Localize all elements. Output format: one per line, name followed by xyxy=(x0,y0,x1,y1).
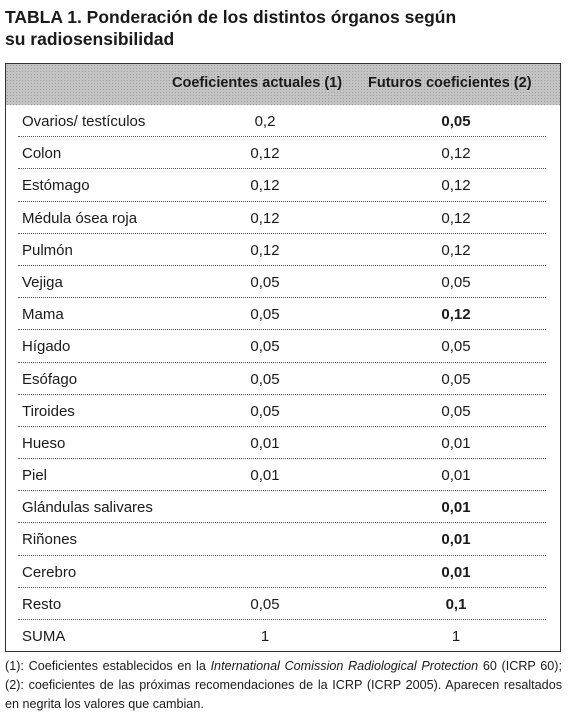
table-row: Hígado 0,05 0,05 xyxy=(6,330,560,363)
organ-cell: Cerebro xyxy=(22,563,77,581)
table-row: Mama 0,05 0,12 xyxy=(6,298,560,331)
footnote: (1): Coeficientes establecidos en la Int… xyxy=(5,657,562,714)
future-coefficient-cell: 0,05 xyxy=(441,273,471,291)
future-coefficient-cell: 0,05 xyxy=(441,402,471,420)
organ-cell: Vejiga xyxy=(22,273,63,291)
footnote-italic: International Comission Radiological Pro… xyxy=(210,659,479,673)
row-divider xyxy=(18,458,546,460)
row-divider xyxy=(18,554,546,556)
future-coefficient-cell: 0,1 xyxy=(445,595,467,613)
column-header-current: Coeficientes actuales (1) xyxy=(172,75,343,91)
organ-cell: Hueso xyxy=(22,434,66,452)
organ-cell: Esófago xyxy=(22,370,78,388)
table-header: Coeficientes actuales (1) Futuros coefic… xyxy=(6,64,560,105)
table-row: Tiroides 0,05 0,05 xyxy=(6,395,560,427)
current-coefficient-cell: 0,12 xyxy=(250,241,280,259)
future-coefficient-cell: 0,01 xyxy=(441,467,471,485)
organ-cell: Piel xyxy=(22,467,48,485)
organ-cell: Colon xyxy=(22,145,62,163)
organ-cell: Médula ósea roja xyxy=(22,209,138,227)
row-divider xyxy=(18,490,546,492)
current-coefficient-cell: 0,12 xyxy=(250,177,280,195)
current-coefficient-cell: 0,01 xyxy=(250,434,280,452)
table-row: Hueso 0,01 0,01 xyxy=(6,427,560,460)
table-row: Ovarios/ testículos 0,2 0,05 xyxy=(6,105,560,138)
current-coefficient-cell: 0,05 xyxy=(250,595,280,613)
table-row: Colon 0,12 0,12 xyxy=(6,137,560,170)
current-coefficient-cell: 0,05 xyxy=(250,402,280,420)
table-row: SUMA 1 1 xyxy=(6,620,560,652)
row-divider xyxy=(18,425,546,427)
title-line-2: su radiosensibilidad xyxy=(5,29,175,49)
row-divider xyxy=(18,136,546,138)
row-divider xyxy=(18,522,546,524)
organ-cell: Glándulas salivares xyxy=(22,499,153,517)
table-row: Glándulas salivares 0,01 xyxy=(6,491,560,524)
row-divider xyxy=(18,264,546,266)
organ-cell: Resto xyxy=(22,595,62,613)
table-row: Pulmón 0,12 0,12 xyxy=(6,234,560,266)
table-row: Cerebro 0,01 xyxy=(6,556,560,588)
footnote-part-1: (1): Coeficientes establecidos en la xyxy=(5,659,211,673)
current-coefficient-cell: 0,01 xyxy=(250,467,280,485)
future-coefficient-cell: 0,01 xyxy=(441,434,471,452)
future-coefficient-cell: 0,12 xyxy=(441,177,471,195)
table-title: TABLA 1. Ponderación de los distintos ór… xyxy=(5,6,565,50)
organ-cell: Ovarios/ testículos xyxy=(22,113,146,130)
future-coefficient-cell: 0,12 xyxy=(441,241,471,259)
current-coefficient-cell: 0,05 xyxy=(250,306,280,324)
table-row: Médula ósea roja 0,12 0,12 xyxy=(6,202,560,234)
organ-cell: SUMA xyxy=(22,628,66,645)
organ-cell: Riñones xyxy=(22,531,78,549)
future-coefficient-cell: 0,05 xyxy=(441,113,471,130)
organ-cell: Estómago xyxy=(22,177,90,195)
footnote-part-2: 60 (ICRP 60); (2): coeficientes de las p… xyxy=(5,659,562,711)
future-coefficient-cell: 0,05 xyxy=(441,370,471,388)
table-row: Riñones 0,01 xyxy=(6,523,560,556)
row-divider xyxy=(18,329,546,331)
future-coefficient-cell: 1 xyxy=(451,628,461,645)
row-divider xyxy=(18,297,546,299)
future-coefficient-cell: 0,01 xyxy=(441,499,471,517)
future-coefficient-cell: 0,12 xyxy=(441,209,471,227)
organ-cell: Hígado xyxy=(22,338,71,356)
table-row: Estómago 0,12 0,12 xyxy=(6,169,560,202)
future-coefficient-cell: 0,12 xyxy=(441,145,471,163)
future-coefficient-cell: 0,05 xyxy=(441,338,471,356)
current-coefficient-cell: 0,2 xyxy=(254,113,276,130)
current-coefficient-cell: 0,12 xyxy=(250,209,280,227)
table-row: Piel 0,01 0,01 xyxy=(6,459,560,492)
row-divider xyxy=(18,168,546,170)
table-row: Esófago 0,05 0,05 xyxy=(6,363,560,395)
current-coefficient-cell: 0,12 xyxy=(250,145,280,163)
future-coefficient-cell: 0,12 xyxy=(441,306,471,324)
organ-cell: Pulmón xyxy=(22,241,73,259)
row-divider xyxy=(18,619,546,620)
current-coefficient-cell: 0,05 xyxy=(250,273,280,291)
table-frame: Coeficientes actuales (1) Futuros coefic… xyxy=(5,63,561,652)
row-divider xyxy=(18,393,546,395)
future-coefficient-cell: 0,01 xyxy=(441,563,471,581)
current-coefficient-cell: 0,05 xyxy=(250,370,280,388)
column-header-future: Futuros coeficientes (2) xyxy=(368,75,532,91)
organ-cell: Mama xyxy=(22,306,64,324)
table-body: Ovarios/ testículos 0,2 0,05 Colon 0,12 0,12 E… xyxy=(6,105,560,652)
row-divider xyxy=(18,232,546,234)
organ-cell: Tiroides xyxy=(22,402,75,420)
current-coefficient-cell: 1 xyxy=(260,628,270,645)
current-coefficient-cell: 0,05 xyxy=(250,338,280,356)
row-divider xyxy=(18,361,546,363)
row-divider xyxy=(18,200,546,202)
future-coefficient-cell: 0,01 xyxy=(441,531,471,549)
table-row: Vejiga 0,05 0,05 xyxy=(6,266,560,299)
table-row: Resto 0,05 0,1 xyxy=(6,588,560,620)
title-line-1: TABLA 1. Ponderación de los distintos ór… xyxy=(5,7,457,27)
row-divider xyxy=(18,586,546,588)
